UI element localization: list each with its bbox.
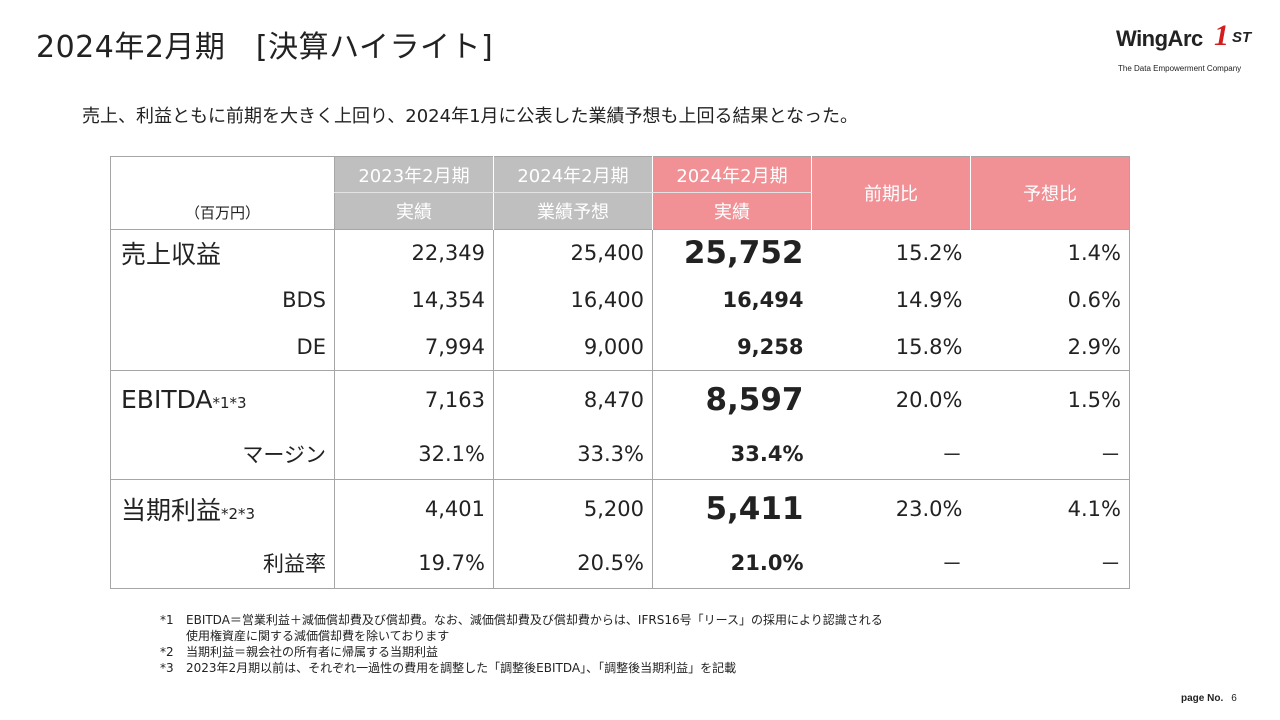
cell-margin-vs: － (1100, 442, 1121, 467)
footnote-key: *2 (160, 645, 174, 659)
page-number: page No. 6 (1181, 693, 1237, 704)
header-vs-forecast: 予想比 (970, 156, 1130, 230)
footnote-key: *3 (160, 661, 174, 675)
cell-revenue-prev: 22,349 (334, 229, 494, 277)
page-title: 2024年2月期 [決算ハイライト] (36, 30, 494, 65)
row-label-revenue: 売上収益 (110, 229, 335, 277)
cell-net-income-vs: 4.1% (970, 479, 1130, 538)
footnote-text: 使用権資産に関する減価償却費を除いております (186, 629, 450, 643)
cell-revenue-forecast: 25,400 (493, 229, 653, 277)
cell-margin-forecast: 33.3% (493, 428, 653, 480)
row-ebitda: EBITDA*1*3 7,163 8,470 8,597 20.0% 1.5% (110, 370, 1130, 429)
ebitda-footnote-ref: *1*3 (212, 394, 247, 413)
row-margin: マージン 32.1% 33.3% 33.4% － － (111, 428, 1130, 480)
cell-net-income-yoy: 23.0% (811, 479, 971, 538)
row-label-ebitda: EBITDA*1*3 (110, 370, 335, 429)
cell-profit-rate-actual: 21.0% (652, 537, 812, 589)
footnotes: *1 EBITDA＝営業利益＋減価償却費及び償却費。なお、減価償却費及び償却費か… (160, 612, 883, 676)
page-number-value: 6 (1231, 693, 1237, 704)
cell-revenue-vs: 1.4% (970, 229, 1130, 277)
cell-margin-yoy: － (941, 442, 963, 467)
header-forecast-bottom: 業績予想 (493, 192, 653, 230)
cell-profit-rate-vs: － (1100, 551, 1121, 576)
cell-profit-rate-forecast: 20.5% (493, 537, 653, 589)
company-logo: WingArc 1 ST The Data Empowerment Compan… (1112, 18, 1257, 78)
cell-ebitda-forecast: 8,470 (493, 370, 653, 429)
page-number-label: page No. (1181, 693, 1224, 704)
footnote-key: *1 (160, 613, 174, 627)
cell-de-vs: 2.9% (1067, 334, 1121, 359)
cell-bds-vs: 0.6% (1067, 288, 1121, 312)
footnote-text: 2023年2月期以前は、それぞれ一過性の費用を調整した「調整後EBITDA」、「… (186, 661, 737, 675)
ebitda-label-text: EBITDA (121, 385, 213, 415)
cell-bds-yoy: 14.9% (895, 288, 963, 312)
logo-brand: WingArc (1116, 26, 1203, 51)
row-profit-rate: 利益率 19.7% 20.5% 21.0% － － (111, 537, 1130, 589)
header-fy2023-bottom: 実績 (334, 192, 494, 230)
net-income-label-text: 当期利益 (121, 495, 222, 525)
financial-highlights-table: （百万円） 2023年2月期 2024年2月期 2024年2月期 前期比 予想比… (110, 156, 1130, 589)
cell-net-income-prev: 4,401 (334, 479, 494, 538)
cell-bds-prev: 14,354 (334, 276, 494, 324)
unit-label: （百万円） (184, 204, 260, 222)
logo-mark: 1 (1214, 19, 1229, 52)
footnote: *2 当期利益＝親会社の所有者に帰属する当期利益 (160, 644, 883, 660)
footnote-text: 当期利益＝親会社の所有者に帰属する当期利益 (186, 645, 439, 659)
footnote-text: EBITDA＝営業利益＋減価償却費及び償却費。なお、減価償却費及び償却費からは、… (186, 613, 883, 627)
cell-profit-rate-yoy: － (941, 551, 963, 576)
row-bds: BDS 14,354 16,400 16,494 14.9% 0.6% (111, 276, 1130, 324)
cell-de-actual: 9,258 (652, 323, 812, 371)
cell-revenue-yoy: 15.2% (811, 229, 971, 277)
row-label-net-income: 当期利益*2*3 (110, 479, 335, 538)
row-de: DE 7,994 9,000 9,258 15.8% 2.9% (111, 323, 1130, 371)
cell-bds-actual: 16,494 (652, 276, 812, 324)
header-row-bottom: 実績 業績予想 実績 (111, 192, 1130, 230)
cell-bds-forecast: 16,400 (493, 276, 653, 324)
cell-ebitda-vs: 1.5% (970, 370, 1130, 429)
cell-ebitda-prev: 7,163 (334, 370, 494, 429)
header-fy2024-bottom: 実績 (652, 192, 812, 230)
cell-revenue-actual: 25,752 (652, 229, 812, 277)
header-fy2024-top: 2024年2月期 (652, 156, 812, 193)
footnote-key (160, 628, 186, 644)
cell-margin-actual: 33.4% (652, 428, 812, 480)
cell-profit-rate-prev: 19.7% (334, 537, 494, 589)
row-label-profit-rate: 利益率 (263, 551, 326, 576)
footnote: *1 EBITDA＝営業利益＋減価償却費及び償却費。なお、減価償却費及び償却費か… (160, 612, 883, 628)
header-yoy: 前期比 (811, 156, 971, 230)
row-label-de: DE (296, 334, 326, 359)
net-income-footnote-ref: *2*3 (221, 504, 256, 523)
cell-net-income-actual: 5,411 (652, 479, 812, 538)
cell-de-forecast: 9,000 (493, 323, 653, 371)
cell-ebitda-actual: 8,597 (652, 370, 812, 429)
row-revenue: 売上収益 22,349 25,400 25,752 15.2% 1.4% (110, 229, 1130, 277)
header-forecast-top: 2024年2月期 (493, 156, 653, 193)
row-net-income: 当期利益*2*3 4,401 5,200 5,411 23.0% 4.1% (110, 479, 1130, 538)
cell-ebitda-yoy: 20.0% (811, 370, 971, 429)
footnote: 使用権資産に関する減価償却費を除いております (160, 628, 883, 644)
cell-de-yoy: 15.8% (895, 334, 963, 359)
cell-margin-prev: 32.1% (334, 428, 494, 480)
cell-de-prev: 7,994 (334, 323, 494, 371)
row-label-margin: マージン (242, 442, 326, 467)
logo-suffix: ST (1232, 29, 1252, 46)
row-label-bds: BDS (282, 288, 326, 312)
footnote: *3 2023年2月期以前は、それぞれ一過性の費用を調整した「調整後EBITDA… (160, 660, 883, 676)
header-fy2023-top: 2023年2月期 (334, 156, 494, 193)
header-row-top: （百万円） 2023年2月期 2024年2月期 2024年2月期 前期比 予想比 (111, 156, 1130, 230)
logo-tagline: The Data Empowerment Company (1118, 64, 1242, 73)
lead-summary: 売上、利益ともに前期を大きく上回り、2024年1月に公表した業績予想も上回る結果… (82, 106, 858, 127)
cell-net-income-forecast: 5,200 (493, 479, 653, 538)
